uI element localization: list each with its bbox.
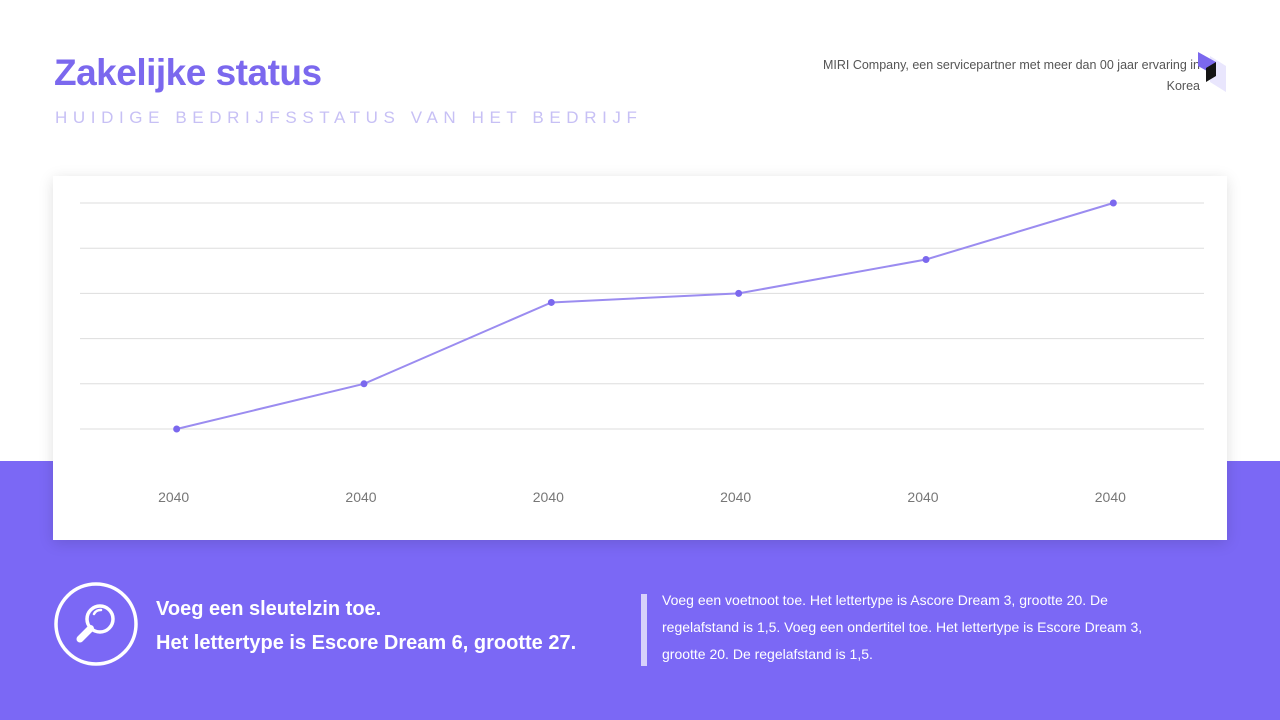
x-tick-label: 2040 [345,489,376,505]
data-point [922,256,930,263]
page-title: Zakelijke status [54,52,322,93]
data-point [735,289,743,297]
data-point [1109,199,1117,207]
line-chart: 2040 2040 2040 2040 2040 2040 [80,199,1204,505]
company-tagline-line1: MIRI Company, een servicepartner met mee… [822,58,1200,72]
footnote: Voeg een voetnoot toe. Het lettertype is… [662,587,1182,668]
series-line [176,202,1114,430]
key-sentence: Voeg een sleutelzin toe. Het lettertype … [156,592,576,660]
x-tick-label: 2040 [720,489,751,505]
x-tick-label: 2040 [1095,489,1126,505]
x-tick-label: 2040 [158,489,189,505]
company-tagline: MIRI Company, een servicepartner met mee… [780,55,1200,97]
footnote-line3: grootte 20. De regelafstand is 1,5. [662,646,873,662]
footnote-line2: regelafstand is 1,5. Voeg een ondertitel… [662,619,1143,635]
footnote-divider [641,594,647,666]
data-point [360,380,368,388]
data-point [173,425,181,433]
key-sentence-line2: Het lettertype is Escore Dream 6, groott… [156,632,577,654]
x-tick-label: 2040 [533,489,564,505]
chart-card: 2040 2040 2040 2040 2040 2040 [53,176,1227,540]
footnote-line1: Voeg een voetnoot toe. Het lettertype is… [662,592,1108,608]
company-tagline-line2: Korea [1166,79,1200,93]
cube-logo-icon [1198,52,1226,92]
data-point [547,298,555,306]
x-tick-label: 2040 [907,489,938,505]
key-sentence-line1: Voeg een sleutelzin toe. [156,598,382,620]
page-subtitle: HUIDIGE BEDRIJFSSTATUS VAN HET BEDRIJF [55,108,643,127]
magnifier-icon [54,582,138,666]
